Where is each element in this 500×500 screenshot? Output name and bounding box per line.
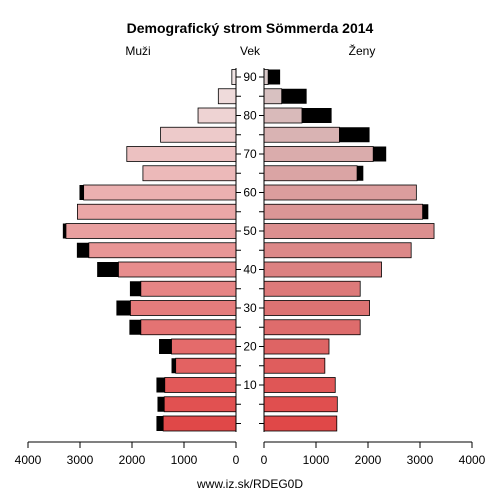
x-tick-label-right: 4000 bbox=[459, 453, 486, 467]
bar-female-85-89 bbox=[263, 88, 283, 105]
x-tick-label-left: 4000 bbox=[15, 453, 42, 467]
bar-female-60-64 bbox=[263, 184, 417, 201]
x-tick-label-left: 2000 bbox=[119, 453, 146, 467]
surplus-female-70-74 bbox=[373, 146, 387, 162]
surplus-female-90+ bbox=[268, 69, 281, 85]
surplus-male-15-19 bbox=[171, 358, 176, 374]
bar-female-40-44 bbox=[263, 261, 382, 278]
x-tick-label-right: 3000 bbox=[407, 453, 434, 467]
bar-male-60-64 bbox=[83, 184, 237, 201]
age-tick-label: 60 bbox=[243, 186, 257, 200]
bar-male-30-34 bbox=[130, 300, 237, 316]
bar-female-25-29 bbox=[263, 319, 361, 336]
surplus-male-30-34 bbox=[116, 300, 131, 316]
bar-female-35-39 bbox=[263, 280, 361, 297]
bar-female-15-19 bbox=[263, 357, 326, 374]
left-label-men: Muži bbox=[125, 44, 150, 58]
bar-female-50-54 bbox=[263, 223, 435, 239]
bar-male-70-74 bbox=[126, 146, 237, 162]
bar-female-55-59 bbox=[263, 203, 424, 220]
bar-male-20-24 bbox=[171, 338, 237, 355]
surplus-female-65-69 bbox=[357, 165, 364, 181]
surplus-female-80-84 bbox=[301, 108, 332, 123]
bar-male-65-69 bbox=[142, 165, 237, 182]
x-tick-label-left: 0 bbox=[233, 453, 240, 467]
age-tick-label: 80 bbox=[243, 109, 257, 123]
chart-title: Demografický strom Sömmerda 2014 bbox=[127, 20, 374, 36]
x-tick-label-left: 1000 bbox=[171, 453, 198, 467]
bar-male-55-59 bbox=[77, 203, 237, 220]
age-tick-label: 20 bbox=[243, 340, 257, 354]
bar-male-15-19 bbox=[175, 357, 237, 374]
surplus-female-55-59 bbox=[422, 204, 429, 220]
bar-female-90+ bbox=[263, 69, 269, 85]
surplus-male-25-29 bbox=[129, 319, 141, 335]
bar-male-90+ bbox=[231, 69, 237, 85]
bar-male-0-4 bbox=[162, 415, 237, 432]
age-tick-label: 10 bbox=[243, 378, 257, 392]
bar-female-80-84 bbox=[263, 107, 303, 124]
x-tick-label-right: 0 bbox=[261, 453, 268, 467]
age-tick-label: 90 bbox=[243, 70, 257, 84]
surplus-male-50-54 bbox=[62, 223, 66, 239]
age-tick-label: 70 bbox=[243, 147, 257, 161]
surplus-male-10-14 bbox=[156, 377, 165, 393]
bar-male-35-39 bbox=[140, 280, 237, 297]
bar-female-5-9 bbox=[263, 396, 338, 413]
bar-male-10-14 bbox=[164, 377, 237, 393]
bar-female-30-34 bbox=[263, 300, 370, 316]
bar-female-0-4 bbox=[263, 415, 338, 432]
surplus-male-35-39 bbox=[129, 281, 141, 297]
right-label-women: Ženy bbox=[349, 43, 376, 58]
x-tick-label-right: 1000 bbox=[303, 453, 330, 467]
bar-male-45-49 bbox=[88, 242, 237, 259]
bar-male-50-54 bbox=[65, 223, 237, 239]
x-axis-left: 4000 3000 2000 1000 0 bbox=[15, 441, 240, 467]
surplus-female-85-89 bbox=[281, 88, 307, 104]
bar-female-10-14 bbox=[263, 377, 336, 393]
age-tick-label: 40 bbox=[243, 263, 257, 277]
bar-female-65-69 bbox=[263, 165, 358, 182]
male-bars bbox=[62, 69, 237, 432]
surplus-male-0-4 bbox=[156, 416, 164, 431]
center-label-age: Vek bbox=[240, 44, 261, 58]
bar-female-75-79 bbox=[263, 126, 340, 143]
bar-male-85-89 bbox=[217, 88, 237, 105]
bar-female-20-24 bbox=[263, 338, 330, 355]
female-bars bbox=[263, 69, 435, 432]
bar-female-45-49 bbox=[263, 242, 412, 259]
bar-male-75-79 bbox=[160, 126, 237, 143]
source-url: www.iz.sk/RDEG0D bbox=[196, 477, 303, 491]
bar-male-5-9 bbox=[163, 396, 237, 413]
x-axis-right: 0 1000 2000 3000 4000 bbox=[261, 441, 486, 467]
x-tick-label-right: 2000 bbox=[355, 453, 382, 467]
surplus-male-5-9 bbox=[157, 396, 165, 412]
bar-male-25-29 bbox=[140, 319, 237, 336]
age-axis: 10 20 30 40 50 60 70 80 90 bbox=[235, 68, 265, 432]
x-tick-label-left: 3000 bbox=[67, 453, 94, 467]
bar-male-40-44 bbox=[118, 261, 237, 278]
surplus-male-60-64 bbox=[79, 185, 84, 200]
bar-male-80-84 bbox=[197, 107, 237, 124]
surplus-male-45-49 bbox=[76, 242, 89, 258]
bar-female-70-74 bbox=[263, 146, 374, 162]
surplus-female-75-79 bbox=[339, 127, 370, 143]
surplus-male-20-24 bbox=[159, 339, 172, 354]
surplus-male-40-44 bbox=[97, 262, 119, 277]
age-tick-label: 30 bbox=[243, 301, 257, 315]
age-tick-label: 50 bbox=[243, 224, 257, 238]
